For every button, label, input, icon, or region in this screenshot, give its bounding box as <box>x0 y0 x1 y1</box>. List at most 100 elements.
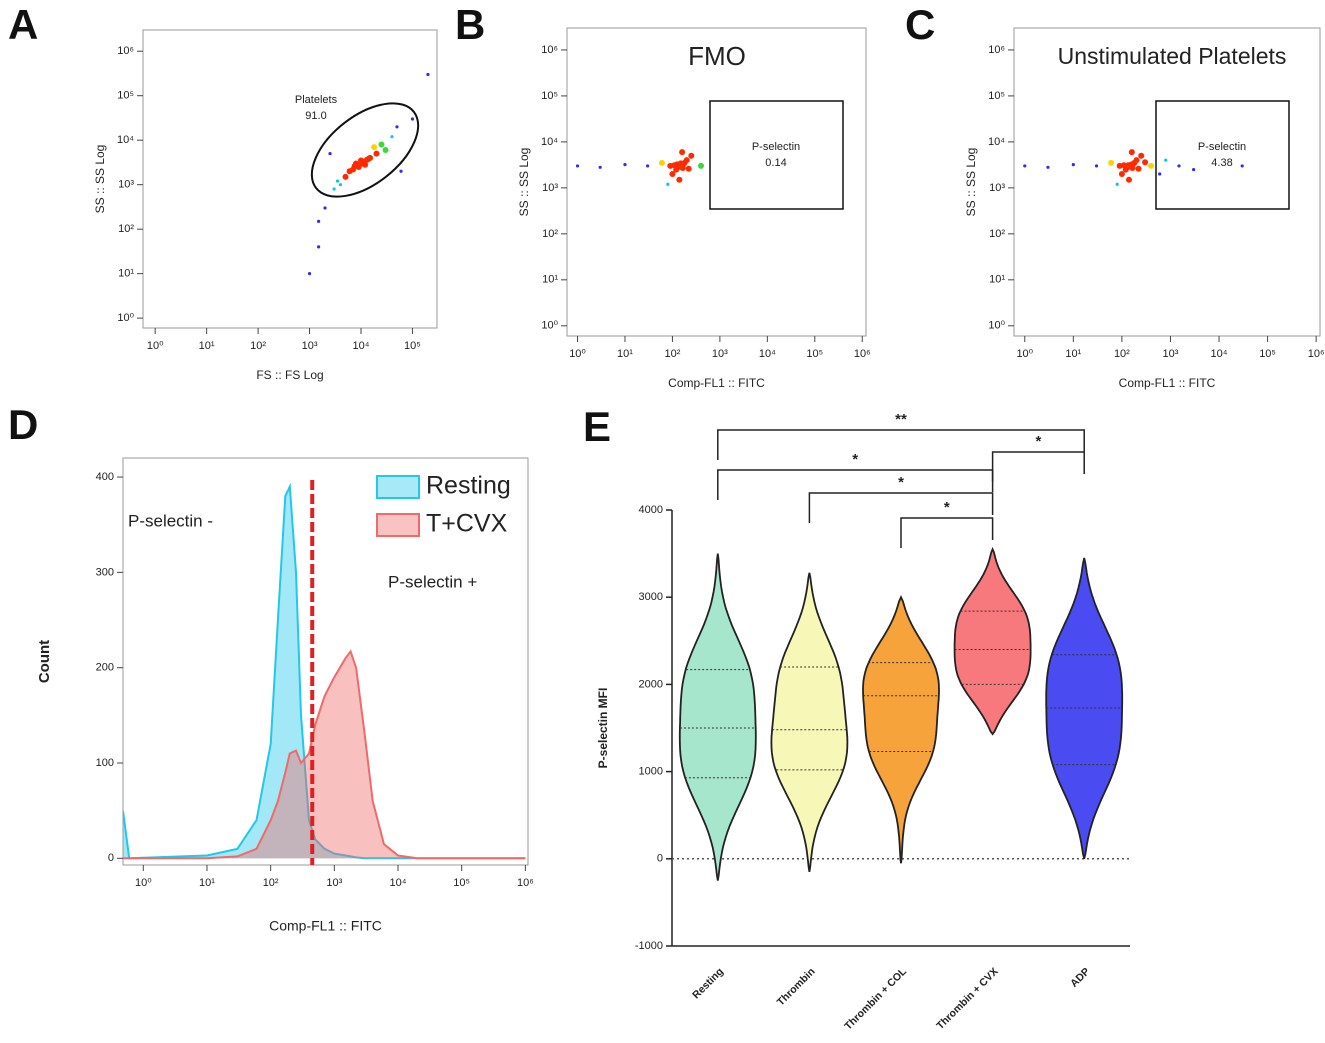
y-tick-label: 10³ <box>542 182 558 194</box>
y-tick-label: 10⁴ <box>117 134 134 146</box>
event-dot <box>1125 162 1132 169</box>
event-dot <box>328 151 332 156</box>
y-axis-label: P-selectin MFI <box>596 688 610 769</box>
event-dot <box>373 150 380 157</box>
event-dot <box>410 117 415 121</box>
y-tick-label: 10⁶ <box>117 45 134 57</box>
y-tick-label: 4000 <box>639 504 663 516</box>
x-tick-label: 10⁴ <box>1211 348 1228 360</box>
gate <box>709 100 844 210</box>
x-axis-label: FS :: FS Log <box>256 368 323 382</box>
plot-frame <box>142 29 438 329</box>
event-dot <box>685 165 692 172</box>
gate <box>1155 100 1290 210</box>
significance-label: ** <box>895 411 907 428</box>
y-tick-label: 10² <box>989 228 1005 240</box>
event-dot <box>669 171 676 178</box>
significance-label: * <box>1035 433 1041 450</box>
x-tick-label: 10⁶ <box>1308 348 1325 360</box>
significance-bracket <box>808 492 994 523</box>
event-dot <box>1142 159 1149 166</box>
x-tick-label: 10³ <box>326 877 342 889</box>
event-dot <box>1118 171 1125 178</box>
y-tick-label: 10² <box>542 228 558 240</box>
event-dot <box>338 183 343 187</box>
significance-label: * <box>944 499 950 516</box>
plot-frame <box>122 457 529 866</box>
y-tick-label: 0 <box>108 852 114 864</box>
event-dot <box>1138 152 1145 159</box>
event-dot <box>1125 176 1132 183</box>
y-tick-label: 10³ <box>989 182 1005 194</box>
panel-title: Unstimulated Platelets <box>1058 43 1287 69</box>
panel-letter: E <box>583 403 611 450</box>
y-tick-label: 10⁵ <box>541 90 558 102</box>
event-dot <box>351 163 358 170</box>
significance-bracket <box>991 451 1085 482</box>
y-tick-label: 10¹ <box>542 274 558 286</box>
event-dot <box>575 164 580 168</box>
event-dot <box>365 155 372 162</box>
x-tick-label: 10⁵ <box>806 348 823 360</box>
event-dot <box>426 72 430 77</box>
event-dot <box>623 163 627 167</box>
y-tick-label: 10⁰ <box>541 320 558 332</box>
panel-title: FMO <box>688 41 746 71</box>
gate-name: P-selectin <box>752 141 800 153</box>
x-axis-label: Comp-FL1 :: FITC <box>269 918 382 934</box>
event-dot <box>342 173 349 180</box>
legend-swatch <box>376 513 420 537</box>
y-axis-label: Count <box>36 640 53 683</box>
event-dot <box>1094 164 1099 168</box>
gate-value: 91.0 <box>305 110 326 122</box>
y-tick-label: 10⁴ <box>541 136 558 148</box>
area-line <box>123 482 526 860</box>
gate-value: 4.38 <box>1211 157 1232 169</box>
event-dot <box>1148 162 1155 169</box>
event-dot <box>688 152 695 159</box>
event-dot <box>683 157 690 164</box>
y-tick-label: 10¹ <box>118 268 134 280</box>
panel-letter: D <box>8 401 38 448</box>
event-dot <box>335 179 340 183</box>
x-tick-label: 10³ <box>712 348 728 360</box>
y-tick-label: 10⁴ <box>988 136 1005 148</box>
x-tick-label: 10¹ <box>199 340 215 352</box>
y-tick-label: 0 <box>657 853 663 865</box>
x-tick-label: 10⁰ <box>1016 348 1033 360</box>
gate-value: 0.14 <box>765 157 786 169</box>
legend-swatch <box>376 475 420 499</box>
y-tick-label: 10⁵ <box>988 90 1005 102</box>
x-tick-label: 10² <box>1114 348 1130 360</box>
legend-label: Resting <box>426 472 511 500</box>
event-dot <box>307 272 312 276</box>
x-tick-label: 10³ <box>1163 348 1179 360</box>
event-dot <box>316 245 321 249</box>
legend-label: T+CVX <box>426 510 508 538</box>
x-tick-label: 10² <box>664 348 680 360</box>
event-dot <box>1023 164 1027 168</box>
x-tick-label: 10⁵ <box>404 340 421 352</box>
y-tick-label: 10⁵ <box>117 90 134 102</box>
event-dot <box>390 135 394 139</box>
event-dot <box>1177 164 1181 168</box>
y-tick-label: -1000 <box>635 940 663 952</box>
event-dot <box>1240 164 1244 168</box>
y-tick-label: 10⁶ <box>541 44 558 56</box>
gate <box>310 102 420 198</box>
y-tick-label: 10¹ <box>989 274 1005 286</box>
x-tick-label: 10⁶ <box>854 348 871 360</box>
event-dot <box>358 160 365 167</box>
y-tick-label: 10² <box>118 223 134 235</box>
event-dot <box>323 206 327 210</box>
significance-bracket <box>717 429 1085 460</box>
y-tick-label: 1000 <box>639 766 663 778</box>
event-dot <box>399 169 403 173</box>
significance-bracket <box>717 469 994 500</box>
gate-name: Platelets <box>295 94 338 106</box>
event-dot <box>332 187 336 191</box>
y-tick-label: 3000 <box>639 591 663 603</box>
x-tick-label: 10¹ <box>617 348 633 360</box>
y-axis-label: SS :: SS Log <box>93 145 107 214</box>
